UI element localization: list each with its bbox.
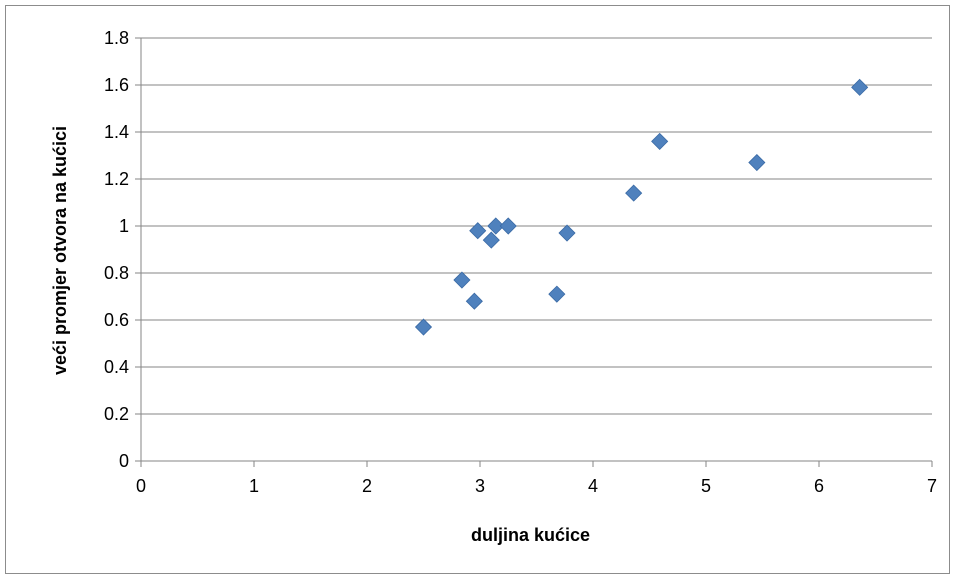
data-point-diamond: [748, 153, 766, 172]
x-tick-label: 5: [701, 476, 711, 496]
y-tick-label: 1.6: [104, 75, 129, 95]
y-tick-label: 1.4: [104, 122, 129, 142]
data-point-diamond: [465, 292, 483, 310]
data-point-diamond: [625, 184, 643, 202]
chart-frame: [5, 5, 950, 574]
y-tick-label: 1: [119, 216, 129, 236]
data-point-diamond: [499, 217, 517, 235]
y-tick-label: 1.8: [104, 28, 129, 48]
y-tick-label: 0.6: [104, 310, 129, 330]
y-tick-label: 0.4: [104, 357, 129, 377]
y-tick-label: 0.2: [104, 404, 129, 424]
tick-labels: 0 0.2 0.4 0.6 0.8 1 1.2 1.4 1.6 1.8 0 1 2 3 4 5 6 7: [104, 28, 937, 496]
x-tick-label: 6: [814, 476, 824, 496]
data-point-diamond: [487, 217, 505, 235]
data-point-diamond: [482, 231, 500, 249]
axes: [135, 37, 933, 467]
data-point-diamond: [851, 78, 869, 96]
data-point-diamond: [548, 285, 566, 303]
x-tick-label: 0: [136, 476, 146, 496]
data-points: [414, 78, 869, 336]
y-tick-label: 0.8: [104, 263, 129, 283]
data-point-diamond: [453, 271, 471, 289]
data-point-diamond: [558, 224, 576, 242]
y-axis-title: veći promjer otvora na kućici: [50, 126, 70, 375]
x-axis-title: duljina kućice: [471, 525, 590, 545]
x-tick-label: 7: [927, 476, 937, 496]
x-tick-label: 3: [475, 476, 485, 496]
data-point-diamond: [414, 318, 433, 336]
x-tick-label: 2: [362, 476, 372, 496]
x-tick-label: 4: [588, 476, 598, 496]
gridlines: [141, 37, 932, 415]
data-point-diamond: [469, 222, 487, 240]
y-tick-label: 1.2: [104, 169, 129, 189]
y-tick-label: 0: [119, 451, 129, 471]
x-tick-label: 1: [249, 476, 259, 496]
data-point-diamond: [651, 132, 669, 150]
